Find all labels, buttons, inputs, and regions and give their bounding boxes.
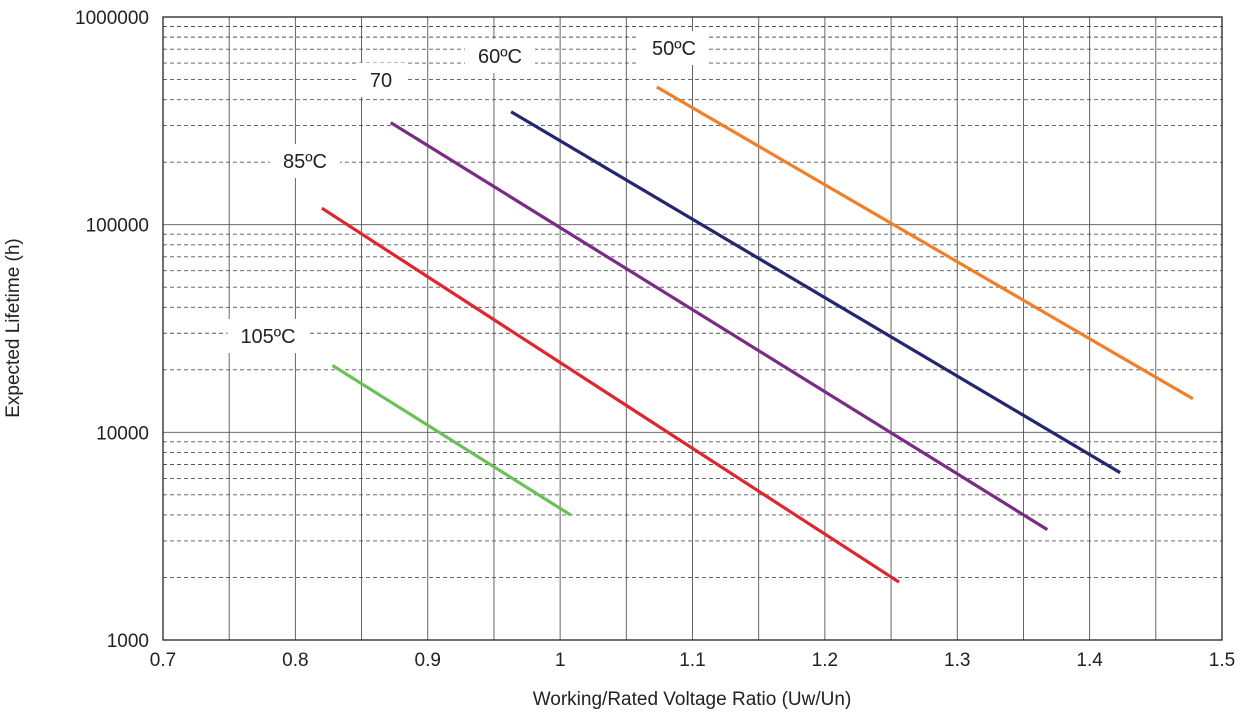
y-tick-label: 1000 (107, 631, 149, 652)
series-line (655, 85, 1194, 401)
series-label-bg (227, 319, 309, 353)
series-label: 50ºC (652, 38, 696, 60)
plot-border (162, 16, 1223, 641)
series-label-bg (639, 31, 709, 65)
series-line (331, 364, 572, 517)
x-tick-label: 1.3 (944, 650, 970, 671)
axes: 0.7 0.8 0.9 1 1.1 1.2 1.3 1.4 1.5 1000 10000 100000… (75, 8, 1235, 671)
series-labels: 50ºC 60ºC 70 85ºC 105ºC (227, 31, 709, 353)
x-tick-label: 1.5 (1209, 650, 1235, 671)
y-tick-label: 10000 (96, 423, 149, 444)
x-tick-label: 1.2 (812, 650, 838, 671)
series-label: 85ºC (283, 151, 327, 173)
x-tick-label: 0.7 (150, 650, 176, 671)
series-lines (321, 85, 1194, 584)
series-label-bg (465, 39, 535, 73)
series-label: 105ºC (240, 326, 295, 348)
y-axis-title: Expected Lifetime (h) (3, 238, 24, 418)
x-tick-label: 1 (555, 650, 566, 671)
grid (163, 17, 1222, 640)
x-tick-label: 1.1 (679, 650, 705, 671)
y-tick-label: 100000 (86, 216, 149, 237)
series-label-bg (357, 63, 405, 97)
series-line (510, 110, 1121, 474)
x-tick-label: 0.8 (282, 650, 308, 671)
x-tick-label: 1.4 (1076, 650, 1103, 671)
series-label: 70 (370, 70, 392, 92)
series-label-bg (270, 144, 340, 178)
x-axis-title: Working/Rated Voltage Ratio (Uw/Un) (533, 689, 852, 710)
x-tick-label: 0.9 (415, 650, 441, 671)
series-line (389, 121, 1049, 531)
y-tick-label: 1000000 (75, 8, 149, 29)
series-label: 60ºC (478, 46, 522, 68)
series-line (321, 206, 900, 584)
